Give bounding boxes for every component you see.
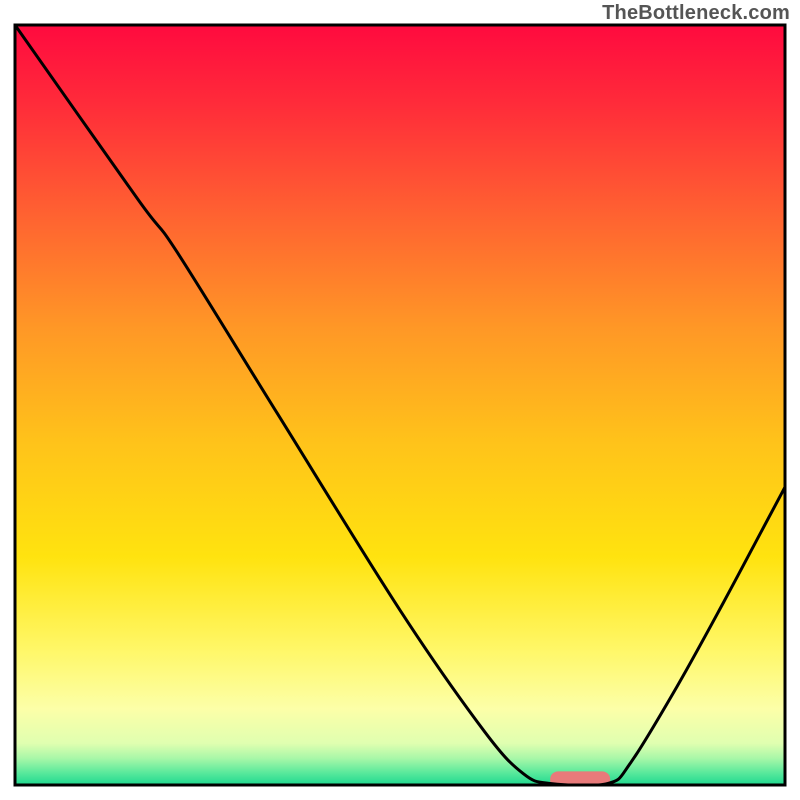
chart-container: TheBottleneck.com	[0, 0, 800, 800]
gradient-background	[15, 25, 785, 785]
bottleneck-chart	[0, 0, 800, 800]
